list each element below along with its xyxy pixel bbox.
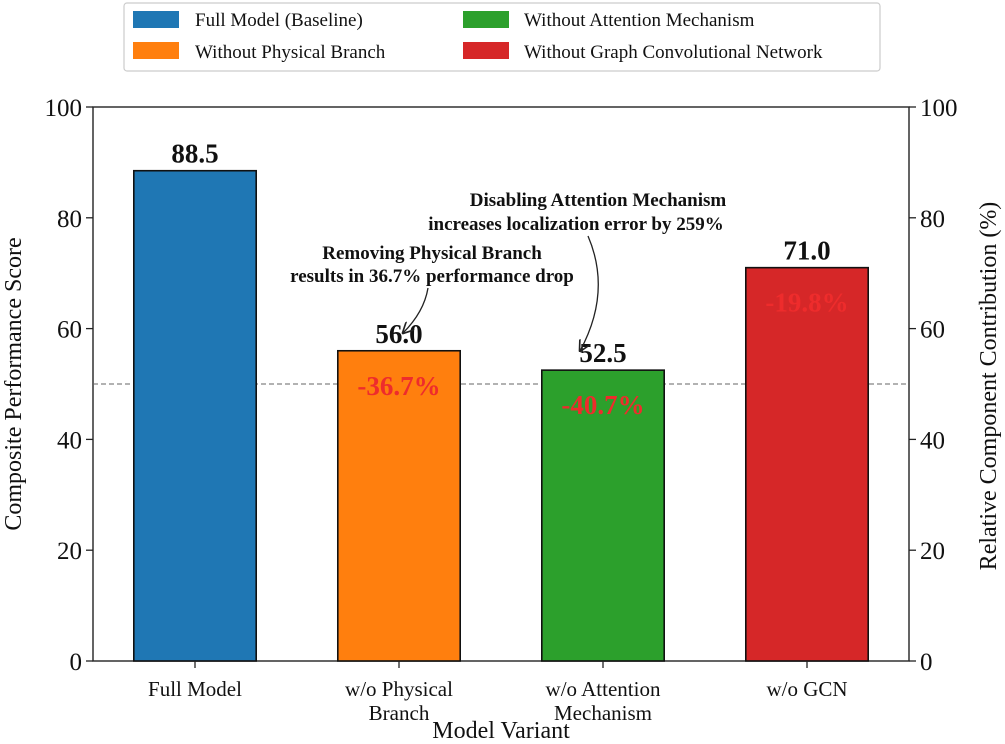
y-tick-right-label: 100 bbox=[920, 95, 958, 122]
bar-drop-label-3: -19.8% bbox=[765, 288, 848, 318]
bars: 88.5 56.0 -36.7% 52.5 -40.7% 71.0 -19.8% bbox=[133, 139, 869, 662]
y-tick-right-label: 60 bbox=[920, 317, 945, 344]
bar-value-label-0: 88.5 bbox=[171, 139, 218, 169]
y-tick-left-label: 80 bbox=[57, 206, 82, 233]
legend-swatch-2 bbox=[133, 42, 179, 59]
y-axis-label-left: Composite Performance Score bbox=[1, 237, 27, 530]
x-tick-label-2: Mechanism bbox=[554, 701, 652, 725]
y-axis-left-ticks: 0 20 40 60 80 100 bbox=[45, 95, 93, 676]
annotation-attention-line-1: Disabling Attention Mechanism bbox=[470, 190, 727, 211]
y-axis-label-right: Relative Component Contribution (%) bbox=[976, 202, 1002, 571]
bar-0 bbox=[133, 169, 258, 662]
legend-swatch-3 bbox=[463, 42, 509, 59]
annotation-attention-line-2: increases localization error by 259% bbox=[428, 214, 724, 235]
y-tick-left-label: 60 bbox=[57, 317, 82, 344]
annotation-physical-line-2: results in 36.7% performance drop bbox=[290, 266, 574, 287]
legend-frame bbox=[123, 2, 881, 72]
y-tick-right-label: 0 bbox=[920, 649, 933, 676]
bar-value-label-1: 56.0 bbox=[375, 319, 422, 349]
annotation-physical-branch: Removing Physical Branch results in 36.7… bbox=[290, 243, 574, 333]
y-tick-left-label: 100 bbox=[45, 95, 83, 122]
legend-swatch-0 bbox=[133, 11, 179, 28]
y-tick-left-label: 40 bbox=[57, 427, 82, 454]
y-tick-left-label: 20 bbox=[57, 538, 82, 565]
x-tick-label-3: w/o GCN bbox=[766, 677, 847, 701]
annotation-physical-line-1: Removing Physical Branch bbox=[322, 243, 542, 264]
legend-label-3: Without Graph Convolutional Network bbox=[524, 42, 823, 63]
legend-label-1: Without Attention Mechanism bbox=[524, 10, 755, 31]
y-axis-right-ticks: 0 20 40 60 80 100 bbox=[909, 95, 958, 676]
legend: Full Model (Baseline) Without Attention … bbox=[123, 2, 881, 72]
y-tick-right-label: 80 bbox=[920, 206, 945, 233]
x-tick-label-0: Full Model bbox=[148, 677, 242, 701]
annotation-attention-arrow bbox=[580, 235, 599, 351]
y-tick-right-label: 40 bbox=[920, 427, 945, 454]
x-axis-label: Model Variant bbox=[432, 718, 570, 744]
y-tick-right-label: 20 bbox=[920, 538, 945, 565]
legend-swatch-1 bbox=[463, 11, 509, 28]
y-tick-left-label: 0 bbox=[70, 649, 83, 676]
legend-label-0: Full Model (Baseline) bbox=[195, 10, 363, 31]
bar-3 bbox=[744, 266, 869, 662]
x-tick-label-1: w/o Physical bbox=[345, 677, 453, 701]
bar-2 bbox=[540, 369, 665, 662]
bar-value-label-3: 71.0 bbox=[783, 236, 830, 266]
bar-drop-label-1: -36.7% bbox=[357, 371, 440, 401]
bar-drop-label-2: -40.7% bbox=[561, 390, 644, 420]
annotation-physical-arrow bbox=[403, 287, 429, 333]
legend-label-2: Without Physical Branch bbox=[195, 42, 386, 63]
bar-value-label-2: 52.5 bbox=[579, 338, 626, 368]
annotation-attention: Disabling Attention Mechanism increases … bbox=[428, 190, 726, 351]
x-tick-label-1: Branch bbox=[369, 701, 430, 725]
x-tick-label-2: w/o Attention bbox=[546, 677, 661, 701]
